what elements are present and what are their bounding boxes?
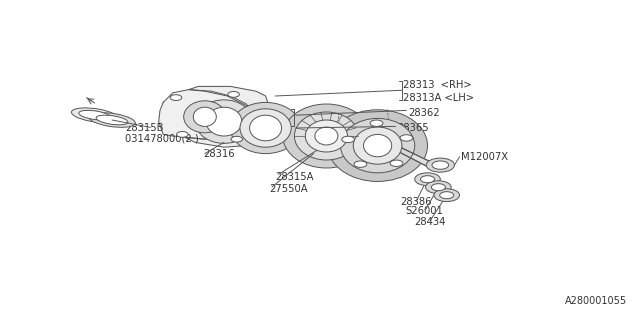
Ellipse shape [250, 115, 282, 141]
Ellipse shape [440, 192, 454, 199]
Ellipse shape [353, 127, 402, 164]
Text: S26001: S26001 [405, 206, 443, 216]
Ellipse shape [426, 181, 451, 194]
Ellipse shape [96, 115, 128, 125]
Ellipse shape [370, 120, 383, 126]
Ellipse shape [431, 184, 445, 191]
Text: 28365: 28365 [397, 123, 428, 133]
Text: 28315B: 28315B [125, 123, 163, 133]
Ellipse shape [228, 92, 239, 97]
Ellipse shape [193, 107, 216, 126]
Ellipse shape [72, 108, 118, 123]
Ellipse shape [340, 118, 415, 173]
Ellipse shape [434, 189, 460, 202]
Ellipse shape [328, 110, 428, 181]
Ellipse shape [240, 109, 291, 147]
Ellipse shape [426, 158, 454, 172]
Text: 28315A: 28315A [275, 172, 314, 182]
Polygon shape [189, 86, 269, 114]
Ellipse shape [420, 176, 435, 183]
Ellipse shape [170, 95, 182, 100]
Ellipse shape [195, 100, 253, 143]
Ellipse shape [354, 161, 367, 167]
Text: 28313  <RH>: 28313 <RH> [403, 80, 472, 90]
Text: 28316: 28316 [204, 149, 235, 159]
Text: 28386: 28386 [401, 196, 432, 207]
Ellipse shape [79, 110, 111, 120]
Ellipse shape [283, 104, 370, 168]
Polygon shape [392, 143, 430, 168]
Ellipse shape [89, 113, 135, 127]
Ellipse shape [294, 112, 358, 160]
Ellipse shape [400, 135, 413, 141]
Ellipse shape [432, 161, 449, 169]
Polygon shape [159, 90, 253, 139]
Text: 031478000(2 ): 031478000(2 ) [125, 133, 198, 143]
Ellipse shape [342, 136, 355, 143]
Text: 28434: 28434 [415, 217, 446, 228]
Ellipse shape [415, 173, 440, 186]
Ellipse shape [206, 107, 242, 136]
Ellipse shape [305, 120, 348, 152]
Polygon shape [186, 134, 253, 147]
Ellipse shape [315, 127, 338, 145]
Ellipse shape [390, 160, 403, 166]
Text: 27550A: 27550A [269, 184, 307, 194]
Ellipse shape [177, 132, 188, 137]
Text: 28362: 28362 [408, 108, 440, 118]
Text: 28313A <LH>: 28313A <LH> [403, 92, 474, 103]
Ellipse shape [184, 101, 226, 133]
Ellipse shape [231, 136, 243, 142]
Text: A280001055: A280001055 [565, 296, 627, 306]
Ellipse shape [364, 134, 392, 157]
Ellipse shape [230, 102, 301, 154]
Text: M12007X: M12007X [461, 152, 508, 162]
